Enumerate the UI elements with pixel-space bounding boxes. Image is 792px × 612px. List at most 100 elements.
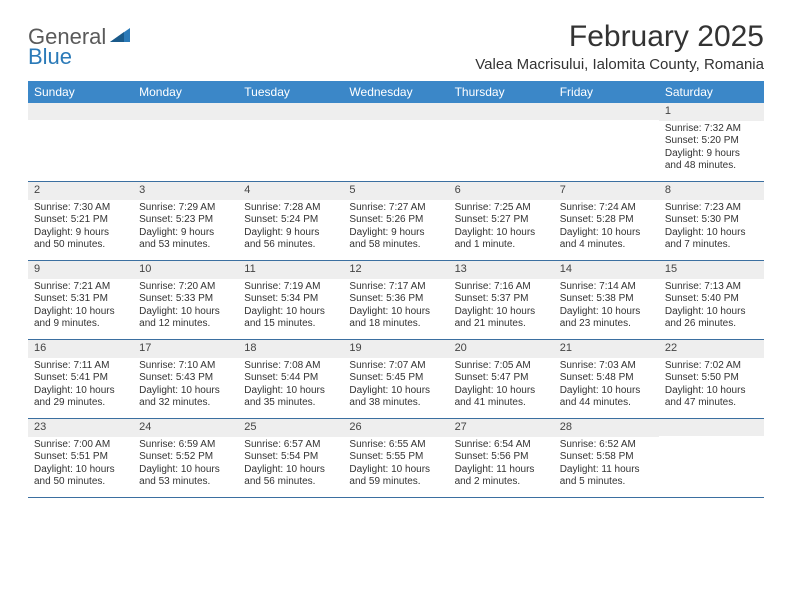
- sunset-text: Sunset: 5:52 PM: [139, 451, 232, 464]
- sunset-text: Sunset: 5:31 PM: [34, 293, 127, 306]
- calendar-page: General February 2025 Valea Macrisului, …: [0, 0, 792, 518]
- sunrise-text: Sunrise: 7:08 AM: [244, 360, 337, 373]
- sunrise-text: Sunrise: 6:59 AM: [139, 439, 232, 452]
- day-number: 24: [133, 419, 238, 437]
- logo-triangle-icon: [110, 26, 132, 49]
- day-number: 1: [659, 103, 764, 121]
- sunset-text: Sunset: 5:37 PM: [455, 293, 548, 306]
- sunrise-text: Sunrise: 7:00 AM: [34, 439, 127, 452]
- day-body: Sunrise: 7:03 AMSunset: 5:48 PMDaylight:…: [554, 360, 659, 414]
- dow-sunday: Sunday: [28, 81, 133, 103]
- daylight-text: Daylight: 10 hours and 4 minutes.: [560, 227, 653, 252]
- sunrise-text: Sunrise: 7:21 AM: [34, 281, 127, 294]
- day-cell: [133, 103, 238, 181]
- day-cell: [554, 103, 659, 181]
- day-number: [659, 419, 764, 436]
- sunset-text: Sunset: 5:23 PM: [139, 214, 232, 227]
- day-body: Sunrise: 7:00 AMSunset: 5:51 PMDaylight:…: [28, 439, 133, 493]
- sunset-text: Sunset: 5:48 PM: [560, 372, 653, 385]
- day-cell: 19Sunrise: 7:07 AMSunset: 5:45 PMDayligh…: [343, 340, 448, 418]
- sunrise-text: Sunrise: 7:05 AM: [455, 360, 548, 373]
- day-body: Sunrise: 7:25 AMSunset: 5:27 PMDaylight:…: [449, 202, 554, 256]
- sunset-text: Sunset: 5:36 PM: [349, 293, 442, 306]
- sunrise-text: Sunrise: 7:02 AM: [665, 360, 758, 373]
- day-body: Sunrise: 7:32 AMSunset: 5:20 PMDaylight:…: [659, 123, 764, 177]
- day-body: Sunrise: 6:54 AMSunset: 5:56 PMDaylight:…: [449, 439, 554, 493]
- sunrise-text: Sunrise: 7:07 AM: [349, 360, 442, 373]
- day-number: 15: [659, 261, 764, 279]
- sunset-text: Sunset: 5:34 PM: [244, 293, 337, 306]
- day-cell: 8Sunrise: 7:23 AMSunset: 5:30 PMDaylight…: [659, 182, 764, 260]
- title-block: February 2025 Valea Macrisului, Ialomita…: [475, 20, 764, 73]
- day-cell: 26Sunrise: 6:55 AMSunset: 5:55 PMDayligh…: [343, 419, 448, 497]
- day-body: Sunrise: 7:21 AMSunset: 5:31 PMDaylight:…: [28, 281, 133, 335]
- day-cell: [238, 103, 343, 181]
- day-number: 13: [449, 261, 554, 279]
- day-number: 21: [554, 340, 659, 358]
- page-header: General February 2025 Valea Macrisului, …: [28, 20, 764, 73]
- day-number: [28, 103, 133, 120]
- day-number: 27: [449, 419, 554, 437]
- daylight-text: Daylight: 10 hours and 18 minutes.: [349, 306, 442, 331]
- sunset-text: Sunset: 5:54 PM: [244, 451, 337, 464]
- day-cell: 1 Sunrise: 7:32 AMSunset: 5:20 PMDaylight…: [659, 103, 764, 181]
- sunrise-text: Sunrise: 7:29 AM: [139, 202, 232, 215]
- daylight-text: Daylight: 10 hours and 26 minutes.: [665, 306, 758, 331]
- sunset-text: Sunset: 5:27 PM: [455, 214, 548, 227]
- sunset-text: Sunset: 5:40 PM: [665, 293, 758, 306]
- day-body: Sunrise: 7:30 AMSunset: 5:21 PMDaylight:…: [28, 202, 133, 256]
- daylight-text: Daylight: 10 hours and 53 minutes.: [139, 464, 232, 489]
- sunrise-text: Sunrise: 7:17 AM: [349, 281, 442, 294]
- day-body: Sunrise: 7:20 AMSunset: 5:33 PMDaylight:…: [133, 281, 238, 335]
- day-cell: [343, 103, 448, 181]
- day-body: Sunrise: 6:52 AMSunset: 5:58 PMDaylight:…: [554, 439, 659, 493]
- week-row: 1 Sunrise: 7:32 AMSunset: 5:20 PMDaylight…: [28, 103, 764, 182]
- weeks-container: 1 Sunrise: 7:32 AMSunset: 5:20 PMDaylight…: [28, 103, 764, 498]
- daylight-text: Daylight: 10 hours and 47 minutes.: [665, 385, 758, 410]
- day-body: Sunrise: 6:57 AMSunset: 5:54 PMDaylight:…: [238, 439, 343, 493]
- sunrise-text: Sunrise: 6:52 AM: [560, 439, 653, 452]
- week-row: 2 Sunrise: 7:30 AMSunset: 5:21 PMDaylight…: [28, 182, 764, 261]
- location-subtitle: Valea Macrisului, Ialomita County, Roman…: [475, 56, 764, 73]
- day-body: Sunrise: 7:24 AMSunset: 5:28 PMDaylight:…: [554, 202, 659, 256]
- day-cell: 4 Sunrise: 7:28 AMSunset: 5:24 PMDaylight…: [238, 182, 343, 260]
- day-cell: 27 Sunrise: 6:54 AMSunset: 5:56 PMDayligh…: [449, 419, 554, 497]
- day-cell: 17Sunrise: 7:10 AMSunset: 5:43 PMDayligh…: [133, 340, 238, 418]
- day-number: 5: [343, 182, 448, 200]
- sunset-text: Sunset: 5:26 PM: [349, 214, 442, 227]
- day-number: 2: [28, 182, 133, 200]
- dow-saturday: Saturday: [659, 81, 764, 103]
- day-cell: 20Sunrise: 7:05 AMSunset: 5:47 PMDayligh…: [449, 340, 554, 418]
- day-body: Sunrise: 7:16 AMSunset: 5:37 PMDaylight:…: [449, 281, 554, 335]
- daylight-text: Daylight: 10 hours and 15 minutes.: [244, 306, 337, 331]
- day-cell: 2 Sunrise: 7:30 AMSunset: 5:21 PMDaylight…: [28, 182, 133, 260]
- sunset-text: Sunset: 5:51 PM: [34, 451, 127, 464]
- day-cell: 21 Sunrise: 7:03 AMSunset: 5:48 PMDayligh…: [554, 340, 659, 418]
- day-cell: 16Sunrise: 7:11 AMSunset: 5:41 PMDayligh…: [28, 340, 133, 418]
- day-body: Sunrise: 6:55 AMSunset: 5:55 PMDaylight:…: [343, 439, 448, 493]
- day-number: 17: [133, 340, 238, 358]
- day-body: Sunrise: 7:28 AMSunset: 5:24 PMDaylight:…: [238, 202, 343, 256]
- sunset-text: Sunset: 5:58 PM: [560, 451, 653, 464]
- day-number: 8: [659, 182, 764, 200]
- sunset-text: Sunset: 5:30 PM: [665, 214, 758, 227]
- day-body: Sunrise: 7:11 AMSunset: 5:41 PMDaylight:…: [28, 360, 133, 414]
- daylight-text: Daylight: 10 hours and 35 minutes.: [244, 385, 337, 410]
- day-number: 20: [449, 340, 554, 358]
- day-body: Sunrise: 7:14 AMSunset: 5:38 PMDaylight:…: [554, 281, 659, 335]
- month-title: February 2025: [475, 20, 764, 54]
- day-cell: 13 Sunrise: 7:16 AMSunset: 5:37 PMDayligh…: [449, 261, 554, 339]
- day-cell: 9 Sunrise: 7:21 AMSunset: 5:31 PMDaylight…: [28, 261, 133, 339]
- daylight-text: Daylight: 10 hours and 23 minutes.: [560, 306, 653, 331]
- day-number: 9: [28, 261, 133, 279]
- day-body: Sunrise: 7:07 AMSunset: 5:45 PMDaylight:…: [343, 360, 448, 414]
- day-number: 4: [238, 182, 343, 200]
- daylight-text: Daylight: 10 hours and 29 minutes.: [34, 385, 127, 410]
- day-number: 3: [133, 182, 238, 200]
- sunrise-text: Sunrise: 7:14 AM: [560, 281, 653, 294]
- day-cell: [659, 419, 764, 497]
- day-number: 7: [554, 182, 659, 200]
- sunset-text: Sunset: 5:56 PM: [455, 451, 548, 464]
- week-row: 16Sunrise: 7:11 AMSunset: 5:41 PMDayligh…: [28, 340, 764, 419]
- day-number: [554, 103, 659, 120]
